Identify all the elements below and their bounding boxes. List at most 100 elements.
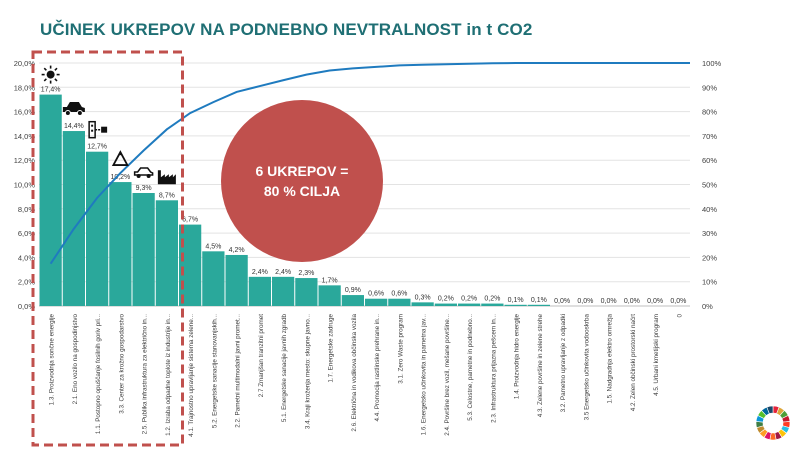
bar-value-label: 0,0% <box>670 298 686 305</box>
bar <box>132 193 155 306</box>
callout-line-1: 6 UKREPOV = <box>255 163 349 179</box>
page-title: UČINEK UKREPOV NA PODNEBNO NEVTRALNOST i… <box>40 20 533 39</box>
bar-value-label: 17,4% <box>41 87 61 94</box>
y2-tick-label: 70% <box>702 132 717 141</box>
y-tick-label: 12,0% <box>14 156 36 165</box>
bar-value-label: 4,2% <box>229 247 245 254</box>
x-tick-label: 2.6. Električna in vodikova občinska voz… <box>351 314 358 432</box>
y2-tick-label: 60% <box>702 156 717 165</box>
bar-value-label: 2,4% <box>252 269 268 276</box>
x-tick-label: 2.7 Zmanjšan tranzitni promet <box>258 314 265 398</box>
y2-tick-label: 20% <box>702 253 717 262</box>
highlight-box <box>31 50 184 447</box>
x-tick-label: 0 <box>676 314 683 318</box>
bar <box>504 304 527 306</box>
sdg-wheel-icon <box>755 405 791 441</box>
y-tick-label: 4,0% <box>18 253 35 262</box>
factory-process-icon <box>88 120 108 139</box>
x-tick-label: 4.1. Trajnostno upravljanje sistema zele… <box>188 314 195 437</box>
y-tick-label: 14,0% <box>14 132 36 141</box>
bars <box>39 94 550 306</box>
x-tick-label: 1.6. Energetsko učinkovita in pametna ja… <box>421 314 428 436</box>
bar <box>179 224 202 306</box>
bar <box>365 298 388 306</box>
icons <box>41 65 176 185</box>
bar-value-label: 2,4% <box>275 269 291 276</box>
bar <box>527 304 550 306</box>
bar <box>86 151 109 306</box>
y2-tick-label: 40% <box>702 205 717 214</box>
x-tick-label: 5.1. Energetske sanacije javnih zgradb <box>281 314 288 423</box>
bar-value-label: 0,6% <box>391 291 407 298</box>
y-tick-label: 8,0% <box>18 205 35 214</box>
car-icon <box>62 102 85 117</box>
y2-tick-label: 50% <box>702 181 717 190</box>
bar <box>388 298 411 306</box>
x-tick-label: 4.3. Zelene površine in zelene strehe <box>537 314 544 418</box>
bar-value-label: 4,5% <box>205 243 221 250</box>
x-tick-label: 3.1. Zero Waste program <box>397 314 404 384</box>
bar <box>155 200 178 306</box>
bar-value-label: 6,7% <box>182 217 198 224</box>
x-tick-label: 5.2. Energetske sanacije stanovanjskih..… <box>211 314 218 428</box>
bar <box>39 94 62 306</box>
bar-value-label: 0,2% <box>438 296 454 303</box>
x-tick-label: 1.5. Nadgradnja elektro omrežja <box>607 314 614 404</box>
bar <box>318 285 341 306</box>
bar-value-label: 8,7% <box>159 192 175 199</box>
x-tick-label: 4.2. Zelen občinski prostorski načrt <box>630 314 637 412</box>
recycle-icon <box>111 150 129 166</box>
bar <box>481 303 504 306</box>
x-tick-labels: 1.3. Proizvodnja sončne energije 2.1. Eno… <box>49 314 684 437</box>
bar-value-label: 14,4% <box>64 123 84 130</box>
bar-value-label: 2,3% <box>298 270 314 277</box>
callout-circle: 6 UKREPOV = 80 % CILJA <box>221 100 383 262</box>
bar <box>434 303 457 306</box>
x-tick-label: 3.2. Pametno upravljanje z odpadki <box>560 314 567 412</box>
y-tick-label: 0,0% <box>18 302 35 311</box>
y2-tick-label: 90% <box>702 83 717 92</box>
y2-tick-label: 0% <box>702 302 713 311</box>
x-tick-label: 1.7. Energetske zadruge <box>328 314 335 383</box>
x-tick-label: 3.3. Center za krožno gospodarstvo <box>118 314 125 414</box>
x-tick-label: 1.3. Proizvodnja sončne energije <box>49 314 56 406</box>
bar <box>248 276 271 306</box>
x-tick-label: 3.4. Kraji kroženja mesto: skupne javno.… <box>304 314 311 429</box>
y-tick-label: 16,0% <box>14 108 36 117</box>
bar-value-label: 0,6% <box>368 291 384 298</box>
bar <box>272 276 295 306</box>
x-tick-label: 2.1. Eno vozilo na gospodinjstvo <box>72 314 79 405</box>
bar-value-label: 1,7% <box>322 277 338 284</box>
callout-line-2: 80 % CILJA <box>263 183 341 199</box>
y-tick-label: 2,0% <box>18 278 35 287</box>
bar <box>109 182 132 306</box>
x-tick-label: 3.5 Energetsko učinkovita vodooskrba <box>583 314 590 421</box>
bar-value-label: 0,0% <box>647 298 663 305</box>
bar <box>62 131 85 306</box>
x-tick-label: 2.4. Površine brez vozil, mešane površin… <box>444 314 451 436</box>
bar <box>202 251 225 306</box>
bar-value-label: 0,3% <box>415 294 431 301</box>
electric-car-icon <box>133 167 154 179</box>
y-tick-label: 18,0% <box>14 83 36 92</box>
bar-value-label: 0,0% <box>554 298 570 305</box>
sun-icon <box>41 65 60 84</box>
bar-value-label: 0,1% <box>508 297 524 304</box>
x-tick-label: 1.1. Postopno opuščanje fosilnih goriv p… <box>95 314 102 434</box>
factory-icon <box>157 170 176 185</box>
bar-value-label: 12,7% <box>87 144 107 151</box>
x-tick-label: 4.5. Urbani kmetijski program <box>653 314 660 396</box>
bar-value-label: 9,3% <box>136 185 152 192</box>
bar-value-label: 0,2% <box>461 296 477 303</box>
y-tick-label: 20,0% <box>14 59 36 68</box>
bar <box>411 302 434 306</box>
bar-value-label: 0,0% <box>601 298 617 305</box>
y-tick-label: 10,0% <box>14 181 36 190</box>
bar-value-label: 0,0% <box>624 298 640 305</box>
bar-labels: 17,4% 14,4% 12,7% 10,2% 9,3% 8,7% 6,7% 4,5% 4,2%… <box>41 87 687 305</box>
x-tick-label: 2.3. Infrastruktura prijazna pešcem in..… <box>490 314 497 423</box>
cumulative-line <box>49 62 690 265</box>
y2-tick-label: 80% <box>702 108 717 117</box>
bar <box>295 278 318 306</box>
